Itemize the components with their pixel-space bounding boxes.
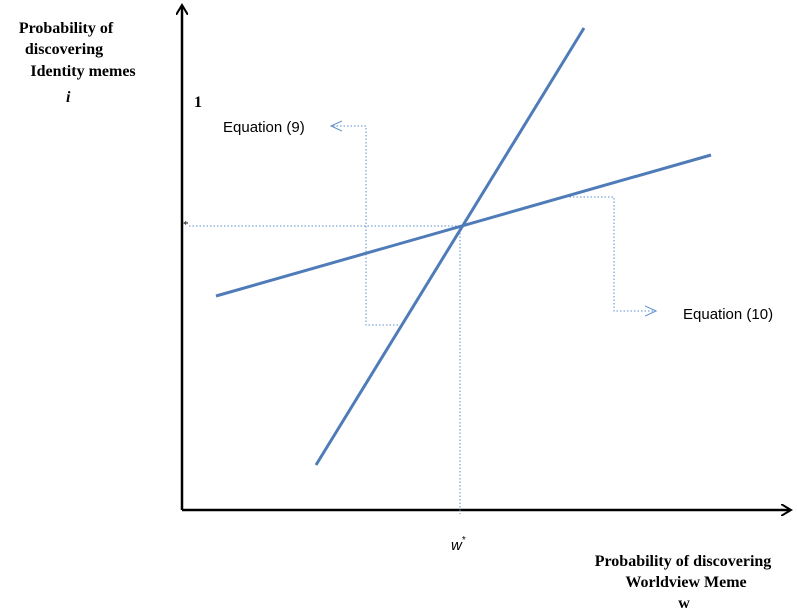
x-axis-title: Probability of discovering Worldview Mem…: [595, 553, 776, 591]
y-axis-title-line-2: discovering: [25, 41, 103, 58]
y-equilibrium-star: *: [183, 219, 189, 231]
equation-9-label: Equation (9): [223, 119, 305, 136]
x-equilibrium-symbol: w: [451, 537, 463, 554]
equation-10-line: [215, 153, 712, 298]
x-axis-symbol: w: [678, 595, 690, 612]
y-axis-title-line-3: Identity memes: [30, 63, 135, 80]
x-axis-title-line-1: Probability of discovering: [595, 553, 772, 570]
equation-10-label: Equation (10): [683, 306, 773, 323]
y-axis-title-line-1: Probability of: [19, 20, 114, 37]
eq9-callout-connector: [331, 126, 398, 326]
x-axis-title-line-2: Worldview Meme: [625, 574, 746, 591]
y-axis-top-tick-label: 1: [194, 94, 202, 111]
equation-9-line: [314, 27, 586, 466]
x-equilibrium-label: w*: [451, 535, 466, 554]
y-axis-title: Probability of discovering Identity meme…: [19, 20, 136, 80]
y-axis-symbol: i: [66, 89, 71, 106]
eq10-callout-connector: [566, 196, 656, 311]
x-equilibrium-star: *: [462, 535, 466, 546]
